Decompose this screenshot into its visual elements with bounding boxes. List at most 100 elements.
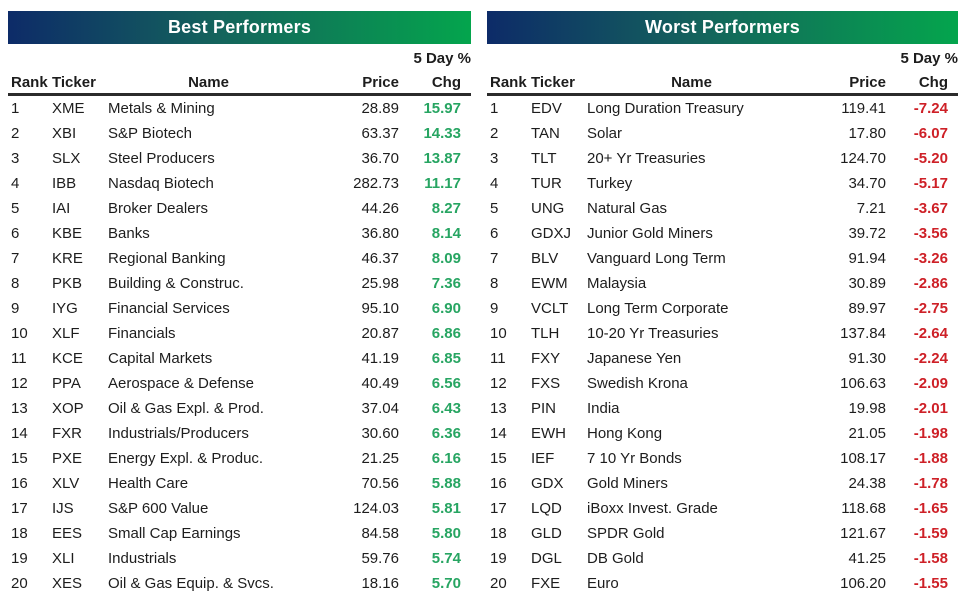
chg-cell: -1.65	[913, 500, 948, 517]
name-cell: Nasdaq Biotech	[108, 175, 214, 192]
column-header-rank: Rank	[11, 74, 48, 91]
ticker-cell: KRE	[52, 250, 83, 267]
price-cell: 21.05	[848, 425, 886, 442]
price-cell: 20.87	[361, 325, 399, 342]
chg-cell: 8.27	[431, 200, 461, 217]
price-cell: 25.98	[361, 275, 399, 292]
name-cell: Broker Dealers	[108, 200, 209, 217]
rank-cell: 11	[11, 350, 27, 367]
table-row: 1 EDV Long Duration Treasury 119.41 -7.24	[487, 96, 958, 121]
ticker-cell: XLI	[52, 550, 75, 567]
name-cell: Industrials	[108, 550, 177, 567]
name-cell: Energy Expl. & Produc.	[108, 450, 264, 467]
rank-cell: 16	[490, 475, 507, 492]
name-cell: SPDR Gold	[587, 525, 665, 542]
name-cell: Long Duration Treasury	[587, 100, 744, 117]
table-row: 5 UNG Natural Gas 7.21 -3.67	[487, 196, 958, 221]
worst-performers-table: Worst Performers 5 Day % Rank Ticker Nam…	[487, 11, 958, 596]
name-cell: Oil & Gas Expl. & Prod.	[108, 400, 264, 417]
rank-cell: 10	[490, 325, 507, 342]
ticker-cell: TAN	[531, 125, 560, 142]
chg-cell: 6.86	[431, 325, 461, 342]
price-cell: 36.70	[361, 150, 399, 167]
price-cell: 121.67	[840, 525, 886, 542]
price-cell: 106.63	[840, 375, 886, 392]
name-cell: Financials	[108, 325, 176, 342]
rank-cell: 5	[490, 200, 499, 217]
table-row: 2 TAN Solar 17.80 -6.07	[487, 121, 958, 146]
rank-cell: 3	[490, 150, 499, 167]
rank-cell: 6	[490, 225, 499, 242]
ticker-cell: IBB	[52, 175, 77, 192]
table-row: 20 XES Oil & Gas Equip. & Svcs. 18.16 5.70	[8, 571, 471, 596]
rank-cell: 17	[490, 500, 507, 517]
table-row: 13 PIN India 19.98 -2.01	[487, 396, 958, 421]
table-row: 5 IAI Broker Dealers 44.26 8.27	[8, 196, 471, 221]
ticker-cell: VCLT	[531, 300, 569, 317]
chg-cell: 5.81	[431, 500, 461, 517]
table-title: Worst Performers	[645, 17, 800, 37]
name-cell: Turkey	[587, 175, 633, 192]
name-cell: Long Term Corporate	[587, 300, 729, 317]
worst-performers-table-body: 1 EDV Long Duration Treasury 119.41 -7.24 2 TA…	[487, 96, 958, 596]
name-cell: Euro	[587, 575, 619, 592]
chg-cell: 8.14	[431, 225, 461, 242]
rank-cell: 10	[11, 325, 28, 342]
name-cell: Malaysia	[587, 275, 647, 292]
price-cell: 108.17	[840, 450, 886, 467]
chg-cell: 6.43	[431, 400, 461, 417]
ticker-cell: EWH	[531, 425, 566, 442]
price-cell: 63.37	[361, 125, 399, 142]
rank-cell: 7	[11, 250, 20, 267]
ticker-cell: SLX	[52, 150, 81, 167]
chg-cell: 11.17	[424, 175, 461, 192]
price-cell: 282.73	[353, 175, 399, 192]
rank-cell: 18	[490, 525, 507, 542]
rank-cell: 4	[11, 175, 20, 192]
name-cell: Banks	[108, 225, 150, 242]
table-row: 8 PKB Building & Construc. 25.98 7.36	[8, 271, 471, 296]
name-cell: Building & Construc.	[108, 275, 244, 292]
price-cell: 84.58	[361, 525, 399, 542]
ticker-cell: LQD	[531, 500, 562, 517]
ticker-cell: PPA	[52, 375, 81, 392]
table-row: 18 EES Small Cap Earnings 84.58 5.80	[8, 521, 471, 546]
table-row: 8 EWM Malaysia 30.89 -2.86	[487, 271, 958, 296]
chg-cell: -6.07	[913, 125, 948, 142]
rank-cell: 20	[11, 575, 28, 592]
name-cell: Capital Markets	[108, 350, 213, 367]
chg-cell: -2.09	[913, 375, 948, 392]
chg-cell: -2.24	[913, 350, 948, 367]
ticker-cell: GLD	[531, 525, 562, 542]
price-cell: 28.89	[361, 100, 399, 117]
name-cell: iBoxx Invest. Grade	[587, 500, 718, 517]
name-cell: Small Cap Earnings	[108, 525, 241, 542]
price-cell: 89.97	[848, 300, 886, 317]
name-cell: Natural Gas	[587, 200, 668, 217]
name-cell: Health Care	[108, 475, 189, 492]
name-cell: Gold Miners	[587, 475, 668, 492]
chg-cell: 14.33	[423, 125, 461, 142]
name-cell: 7 10 Yr Bonds	[587, 450, 682, 467]
table-row: 14 FXR Industrials/Producers 30.60 6.36	[8, 421, 471, 446]
price-cell: 40.49	[361, 375, 399, 392]
name-cell: Japanese Yen	[587, 350, 682, 367]
ticker-cell: GDXJ	[531, 225, 572, 242]
rank-cell: 20	[490, 575, 507, 592]
table-row: 13 XOP Oil & Gas Expl. & Prod. 37.04 6.43	[8, 396, 471, 421]
name-cell: S&P 600 Value	[108, 500, 209, 517]
rank-cell: 7	[490, 250, 499, 267]
rank-cell: 19	[490, 550, 507, 567]
table-row: 1 XME Metals & Mining 28.89 15.97	[8, 96, 471, 121]
table-row: 9 IYG Financial Services 95.10 6.90	[8, 296, 471, 321]
ticker-cell: KBE	[52, 225, 83, 242]
table-row: 10 XLF Financials 20.87 6.86	[8, 321, 471, 346]
name-cell: Solar	[587, 125, 623, 142]
column-header-5day-pct: 5 Day %	[900, 50, 958, 67]
ticker-cell: EDV	[531, 100, 562, 117]
table-row: 6 GDXJ Junior Gold Miners 39.72 -3.56	[487, 221, 958, 246]
chg-cell: 5.88	[431, 475, 461, 492]
table-row: 11 KCE Capital Markets 41.19 6.85	[8, 346, 471, 371]
rank-cell: 6	[11, 225, 20, 242]
price-cell: 24.38	[848, 475, 886, 492]
